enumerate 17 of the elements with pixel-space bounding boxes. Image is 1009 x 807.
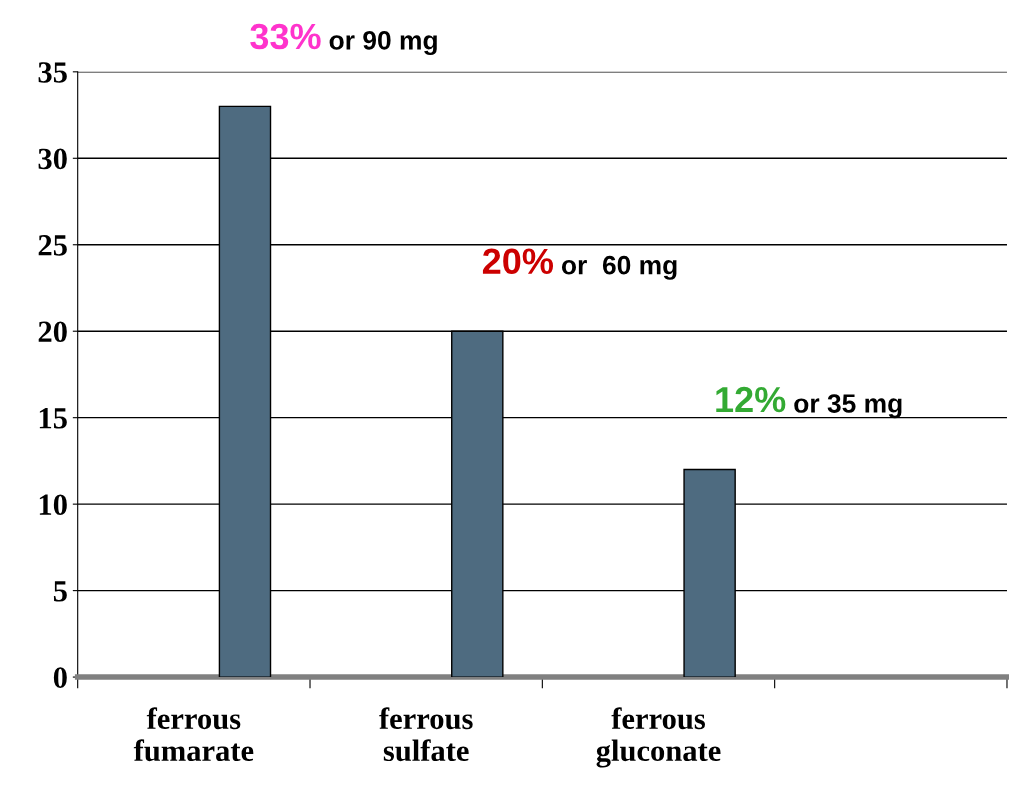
annotation: or 60 mg [561,255,677,280]
annotation: or 35 mg [794,394,902,419]
y-tick-label: 5 [53,581,67,602]
x-tick-label: ferrous sulfate [379,707,473,762]
y-tick-label: 20 [38,321,67,343]
data-label: 12% [716,386,786,413]
x-tick-label: ferrous fumarate [133,707,254,762]
text: or 90 mg [329,31,437,56]
y-tick-label: 0 [53,667,67,688]
y-tick-label: 30 [38,148,67,170]
y-tick-label: 10 [39,494,67,516]
data-label: 20% [482,248,553,275]
y-tick-label: 35 [38,62,67,83]
data-label: 33% [250,23,321,50]
y-tick-label: 25 [38,235,67,256]
y-tick-label: 15 [39,408,67,429]
x-tick-label: ferrous gluconate [596,707,721,768]
